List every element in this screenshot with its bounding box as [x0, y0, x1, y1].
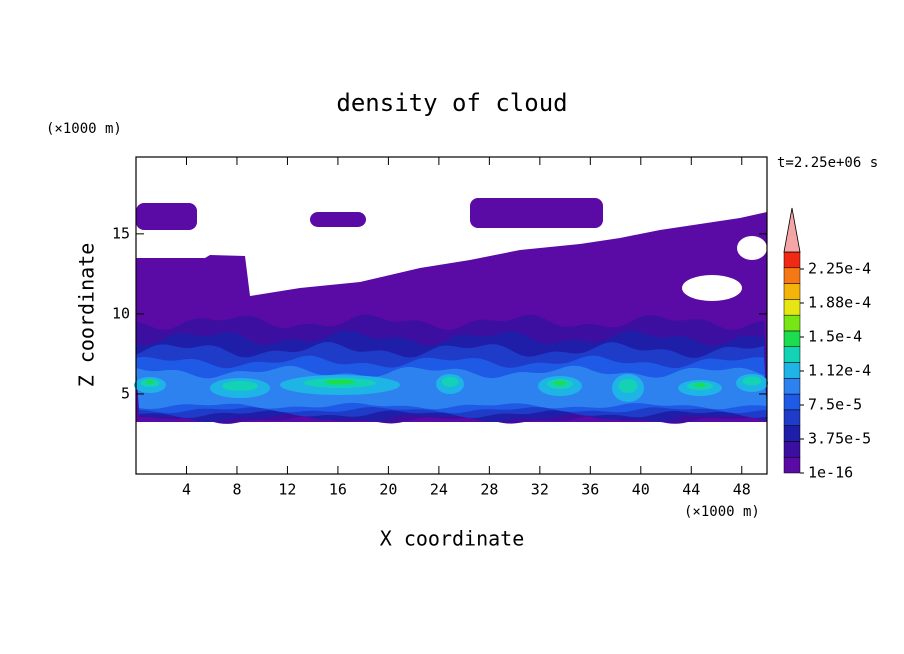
x-axis-label: X coordinate [380, 527, 525, 551]
contour-band [554, 380, 566, 386]
colorbar-swatch [783, 251, 801, 269]
contour-hole [737, 236, 767, 260]
x-tick-label: 32 [531, 481, 549, 499]
plot-frame [135, 156, 768, 475]
colorbar-swatch [783, 456, 801, 474]
contour-band [618, 379, 638, 393]
contour-band [222, 381, 258, 391]
contour-band [310, 212, 366, 227]
contour-band [742, 376, 762, 386]
y-tick-label: 10 [112, 304, 130, 322]
contour-band [694, 383, 706, 387]
x-unit: (×1000 m) [684, 504, 760, 520]
time-label: t=2.25e+06 s [777, 155, 878, 171]
contour-hole [682, 275, 742, 301]
contour-band [470, 198, 603, 228]
contour-band [136, 203, 197, 230]
colorbar-label: 2.25e-4 [808, 260, 871, 278]
contour-band [325, 379, 355, 385]
colorbar-swatch [783, 330, 801, 347]
y-axis-label: Z coordinate [75, 243, 99, 388]
colorbar-label: 7.5e-5 [808, 396, 862, 414]
x-tick-label: 8 [232, 481, 241, 499]
contour-band [441, 377, 459, 387]
colorbar-swatch [783, 314, 801, 332]
y-tick-label: 15 [112, 224, 130, 242]
colorbar-swatch [783, 267, 801, 284]
x-tick-label: 4 [182, 481, 191, 499]
colorbar-label: 3.75e-5 [808, 430, 871, 448]
colorbar-label: 1.88e-4 [808, 294, 871, 312]
contour-field [134, 198, 768, 424]
colorbar-swatch [783, 409, 801, 426]
chart-title: density of cloud [336, 89, 567, 117]
colorbar-swatch [783, 378, 801, 395]
colorbar-swatch [783, 299, 801, 316]
colorbar-label: 1.5e-4 [808, 328, 862, 346]
colorbar-swatch [783, 441, 801, 458]
x-tick-label: 44 [682, 481, 700, 499]
x-tick-label: 20 [379, 481, 397, 499]
x-tick-label: 24 [430, 481, 448, 499]
x-tick-label: 48 [733, 481, 751, 499]
colorbar-swatch [783, 393, 801, 411]
colorbar-swatch [783, 425, 801, 442]
colorbar-swatch [783, 283, 801, 300]
colorbar-label: 1.12e-4 [808, 362, 871, 380]
x-tick-label: 28 [480, 481, 498, 499]
x-tick-label: 12 [278, 481, 296, 499]
x-tick-label: 40 [632, 481, 650, 499]
contour-band [146, 380, 154, 384]
colorbar-extend [783, 207, 801, 253]
x-tick-label: 36 [581, 481, 599, 499]
colorbar-swatch [783, 362, 801, 379]
colorbar-label: 1e-16 [808, 464, 853, 482]
y-tick-label: 5 [121, 384, 130, 402]
y-unit: (×1000 m) [46, 121, 122, 137]
colorbar-swatch [783, 346, 801, 363]
x-tick-label: 16 [329, 481, 347, 499]
